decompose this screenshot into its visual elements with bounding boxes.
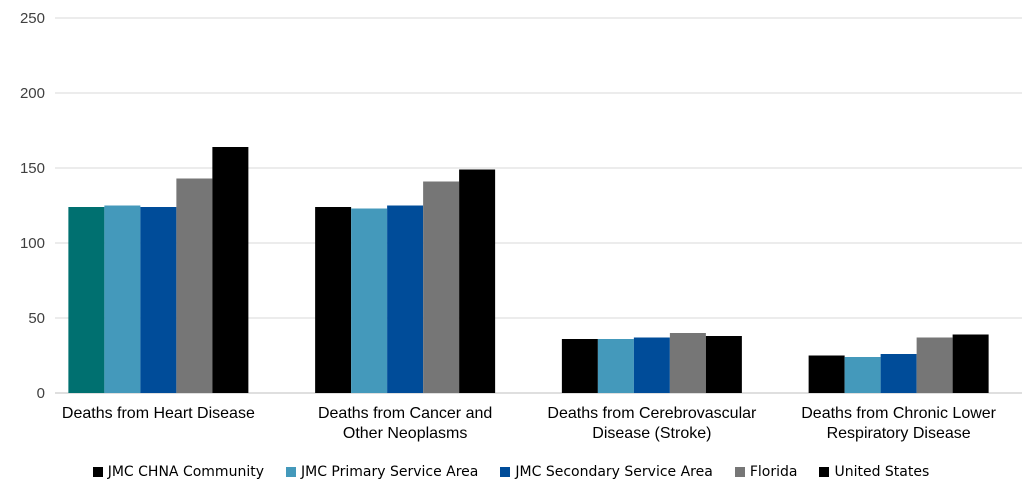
bar (597, 339, 634, 393)
legend-item: United States (819, 463, 929, 481)
bar (212, 147, 249, 393)
bar (952, 334, 989, 393)
y-tick-label: 200 (20, 85, 45, 102)
bar (705, 336, 742, 393)
category-labels: Deaths from Heart Disease Deaths from Can… (62, 405, 997, 442)
legend-label: JMC Secondary Service Area (515, 464, 713, 480)
legend-label: Florida (749, 464, 798, 480)
legend-swatch (734, 467, 745, 477)
y-tick-label: 0 (37, 385, 45, 402)
bar (351, 208, 388, 393)
y-axis-ticks: 0 50 100 150 200 250 (20, 10, 45, 402)
bar (68, 207, 105, 393)
legend-swatch (285, 467, 296, 477)
legend: JMC CHNA Community JMC Primary Service Ar… (0, 463, 1022, 481)
bar (561, 339, 598, 393)
bar (808, 355, 845, 393)
legend-item: JMC Secondary Service Area (500, 463, 713, 481)
bar (176, 178, 213, 393)
category-label: Deaths from Cerebrovascular Disease (Stro… (547, 405, 757, 442)
bar (880, 354, 917, 393)
bar (459, 169, 496, 393)
category-label: Deaths from Chronic Lower Respiratory Dis… (801, 405, 996, 442)
bar (140, 207, 177, 393)
bar (104, 205, 141, 393)
legend-swatch (92, 467, 103, 477)
legend-item: JMC Primary Service Area (285, 463, 479, 481)
legend-swatch (500, 467, 511, 477)
y-tick-label: 250 (20, 10, 45, 27)
bar (844, 357, 881, 393)
y-tick-label: 150 (20, 160, 45, 177)
legend-item: JMC CHNA Community (92, 463, 264, 481)
legend-label: JMC Primary Service Area (300, 464, 479, 480)
bar (916, 337, 953, 393)
legend-item: Florida (734, 463, 798, 481)
bars (68, 147, 989, 393)
category-label: Deaths from Heart Disease (62, 405, 255, 422)
bar (633, 337, 670, 393)
bar (315, 207, 352, 393)
y-tick-label: 50 (28, 310, 45, 327)
bar (423, 181, 460, 393)
bar (669, 333, 706, 393)
legend-label: JMC CHNA Community (107, 464, 264, 480)
bar (387, 205, 424, 393)
y-tick-label: 100 (20, 235, 45, 252)
legend-swatch (819, 467, 830, 477)
category-label: Deaths from Cancer and Other Neoplasms (318, 405, 492, 442)
legend-label: United States (834, 464, 930, 480)
